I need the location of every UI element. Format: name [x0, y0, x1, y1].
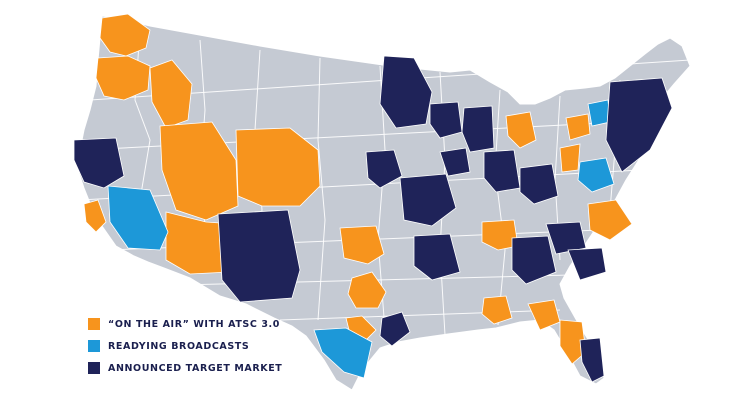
market-region-readying — [313, 327, 373, 379]
market-region-readying — [577, 157, 615, 193]
border-line — [279, 309, 561, 321]
market-region-target — [379, 55, 433, 129]
navy-square-icon — [88, 362, 100, 374]
market-region-on-air — [587, 199, 633, 241]
market-region-target — [365, 149, 403, 189]
market-region-target — [399, 173, 457, 227]
market-region-on-air — [559, 143, 581, 173]
market-region-target — [429, 101, 463, 139]
market-region-target — [545, 221, 587, 255]
market-region-target — [413, 233, 461, 281]
market-region-readying — [587, 99, 611, 127]
legend-item-readying: READYING BROADCASTS — [88, 340, 282, 352]
market-region-target — [461, 105, 495, 153]
market-region-on-air — [347, 271, 387, 309]
market-region-on-air — [481, 295, 513, 325]
market-region-readying — [107, 185, 169, 251]
market-region-on-air — [235, 127, 321, 207]
market-region-on-air — [99, 13, 151, 57]
market-region-on-air — [481, 219, 519, 251]
market-region-target — [519, 163, 559, 205]
market-region-on-air — [95, 55, 151, 101]
legend-label: ANNOUNCED TARGET MARKET — [108, 362, 283, 374]
legend-label: “ON THE AIR” WITH ATSC 3.0 — [108, 318, 280, 330]
market-region-target — [217, 209, 301, 303]
market-region-on-air — [565, 113, 591, 141]
market-region-target — [511, 235, 557, 285]
legend-item-on-air: “ON THE AIR” WITH ATSC 3.0 — [88, 318, 282, 330]
market-region-on-air — [505, 111, 537, 149]
market-region-on-air — [559, 319, 587, 365]
market-region-target — [579, 337, 605, 383]
market-region-target — [605, 77, 673, 173]
map-legend: “ON THE AIR” WITH ATSC 3.0 READYING BROA… — [88, 318, 282, 374]
blue-square-icon — [88, 340, 100, 352]
legend-item-target: ANNOUNCED TARGET MARKET — [88, 362, 282, 374]
orange-square-icon — [88, 318, 100, 330]
market-regions — [73, 13, 673, 383]
border-line — [494, 89, 506, 326]
market-region-target — [439, 147, 471, 177]
market-region-target — [567, 247, 607, 281]
market-region-on-air — [83, 199, 107, 233]
market-region-target — [379, 311, 411, 347]
legend-label: READYING BROADCASTS — [108, 340, 250, 352]
market-region-on-air — [339, 225, 385, 265]
market-region-target — [73, 137, 125, 189]
market-region-on-air — [159, 121, 239, 221]
market-region-on-air — [149, 59, 193, 129]
border-line — [317, 57, 326, 321]
market-region-target — [483, 149, 521, 193]
